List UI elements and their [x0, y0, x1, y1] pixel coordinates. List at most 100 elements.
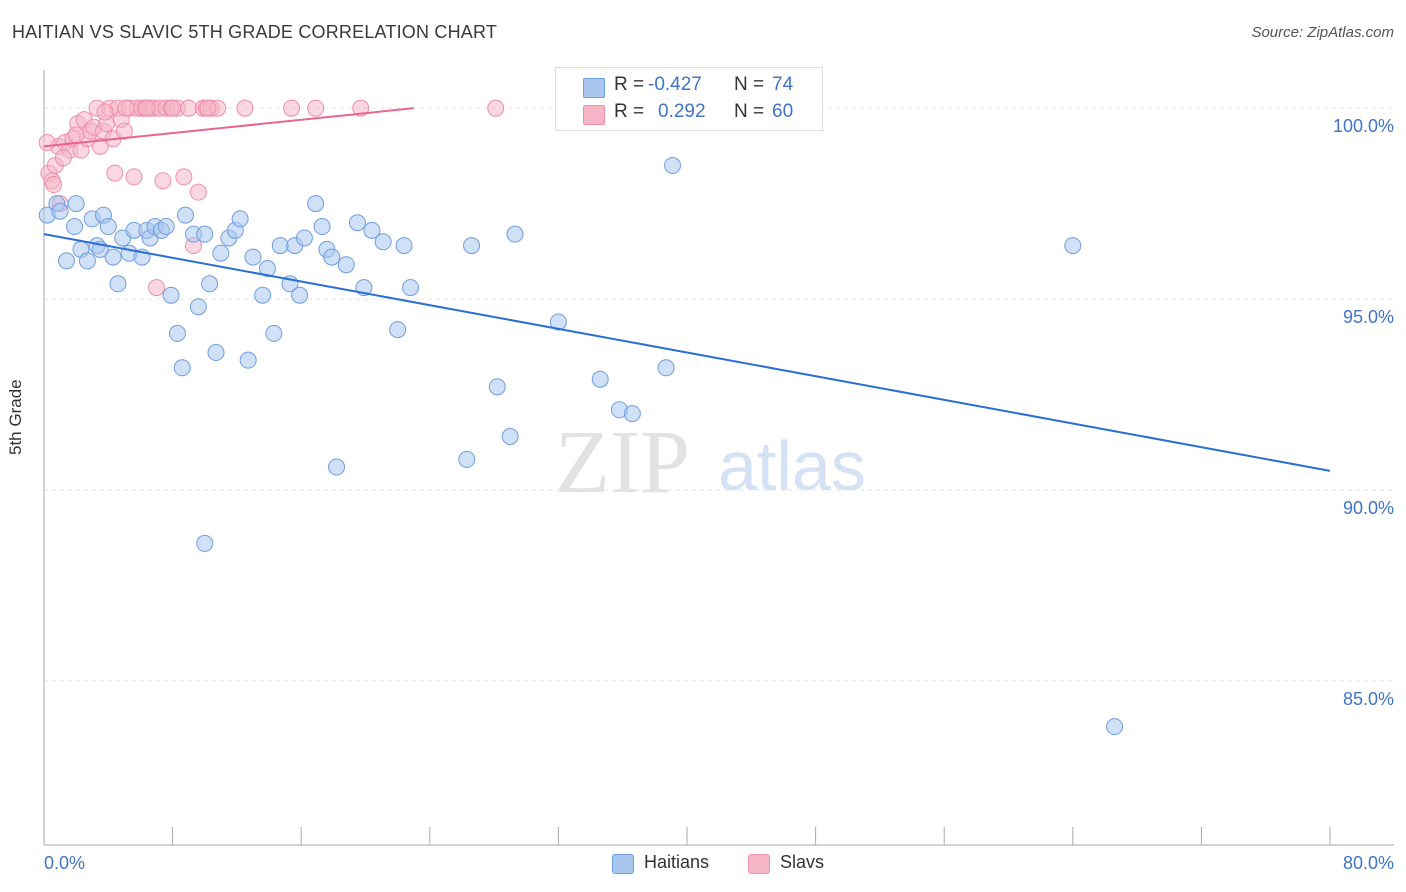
data-point-haitians: [254, 286, 272, 304]
data-point-haitians: [239, 351, 257, 369]
legend-n-value: 74: [772, 74, 794, 95]
legend-r-value: 0.292: [658, 101, 706, 122]
data-point-haitians: [458, 450, 476, 468]
data-points: [38, 99, 1124, 736]
data-point-haitians: [104, 248, 122, 266]
data-point-slavs: [283, 99, 301, 117]
data-point-haitians: [173, 359, 191, 377]
data-point-haitians: [463, 237, 481, 255]
data-point-slavs: [175, 168, 193, 186]
data-point-slavs: [236, 99, 254, 117]
data-point-haitians: [501, 428, 519, 446]
data-point-slavs: [115, 122, 133, 140]
data-point-haitians: [196, 534, 214, 552]
data-point-slavs: [54, 149, 72, 167]
data-point-slavs: [38, 134, 56, 152]
correlation-legend: R = -0.427 N = 74 R = 0.292 N = 60: [555, 67, 823, 131]
data-point-slavs: [352, 99, 370, 117]
y-tick-label: 100.0%: [1332, 116, 1394, 137]
data-point-haitians: [51, 202, 69, 220]
data-point-haitians: [244, 248, 262, 266]
data-point-haitians: [109, 275, 127, 293]
data-point-haitians: [66, 218, 84, 236]
data-point-haitians: [328, 458, 346, 476]
data-point-haitians: [506, 225, 524, 243]
source-label: Source: ZipAtlas.com: [1251, 24, 1394, 41]
data-point-haitians: [189, 298, 207, 316]
data-point-haitians: [291, 286, 309, 304]
data-point-haitians: [402, 279, 420, 297]
trend-lines: [43, 107, 1331, 472]
data-point-slavs: [106, 164, 124, 182]
data-point-haitians: [1106, 718, 1124, 736]
data-point-slavs: [148, 279, 166, 297]
trend-line-slavs: [43, 107, 414, 148]
data-point-haitians: [99, 218, 117, 236]
y-tick-label: 90.0%: [1342, 497, 1394, 518]
data-point-haitians: [265, 324, 283, 342]
grid: [44, 107, 1394, 682]
legend-r-label: R =: [614, 74, 645, 95]
data-point-haitians: [337, 256, 355, 274]
data-point-haitians: [389, 321, 407, 339]
data-point-haitians: [157, 218, 175, 236]
data-point-slavs: [117, 99, 135, 117]
y-tick-label: 85.0%: [1342, 688, 1394, 709]
slavs-swatch: [583, 105, 605, 125]
axes: [43, 70, 1394, 846]
data-point-slavs: [164, 99, 182, 117]
data-point-haitians: [664, 156, 682, 174]
data-point-haitians: [348, 214, 366, 232]
legend-n-value: 60: [772, 101, 794, 122]
trend-line-haitians: [43, 233, 1331, 472]
data-point-slavs: [45, 176, 63, 194]
slavs-legend-swatch: [748, 854, 770, 874]
data-point-slavs: [154, 172, 172, 190]
data-point-haitians: [231, 210, 249, 228]
watermark-zip: ZIP: [555, 413, 690, 512]
data-point-haitians: [212, 244, 230, 262]
data-point-slavs: [67, 126, 85, 144]
data-point-haitians: [78, 252, 96, 270]
x-tick-label: 0.0%: [44, 853, 86, 873]
data-point-haitians: [363, 221, 381, 239]
slavs-legend-label: Slavs: [780, 852, 825, 872]
data-point-haitians: [549, 313, 567, 331]
data-point-slavs: [307, 99, 325, 117]
data-point-haitians: [374, 233, 392, 251]
data-point-haitians: [591, 370, 609, 388]
x-tick-label: 80.0%: [1342, 853, 1394, 873]
data-point-haitians: [623, 405, 641, 423]
data-point-haitians: [67, 195, 85, 213]
data-point-haitians: [201, 275, 219, 293]
watermark-atlas: atlas: [718, 427, 866, 505]
data-point-slavs: [125, 168, 143, 186]
data-point-haitians: [271, 237, 289, 255]
data-point-slavs: [189, 183, 207, 201]
data-point-haitians: [207, 344, 225, 362]
legend-n-label: N =: [734, 74, 765, 95]
chart-title: HAITIAN VS SLAVIC 5TH GRADE CORRELATION …: [12, 22, 498, 42]
data-point-slavs: [487, 99, 505, 117]
legend-n-label: N =: [734, 101, 765, 122]
data-point-haitians: [488, 378, 506, 396]
data-point-haitians: [168, 324, 186, 342]
data-point-haitians: [1064, 237, 1082, 255]
data-point-haitians: [323, 248, 341, 266]
data-point-slavs: [96, 103, 114, 121]
haitians-swatch: [583, 78, 605, 98]
data-point-haitians: [395, 237, 413, 255]
haitians-legend-swatch: [612, 854, 634, 874]
legend-r-label: R =: [614, 101, 645, 122]
data-point-haitians: [176, 206, 194, 224]
data-point-haitians: [307, 195, 325, 213]
data-point-haitians: [162, 286, 180, 304]
y-tick-label: 95.0%: [1342, 307, 1394, 328]
data-point-haitians: [313, 218, 331, 236]
data-point-slavs: [138, 99, 156, 117]
data-point-haitians: [258, 260, 276, 278]
data-point-haitians: [295, 229, 313, 247]
data-point-haitians: [196, 225, 214, 243]
data-point-slavs: [199, 99, 217, 117]
